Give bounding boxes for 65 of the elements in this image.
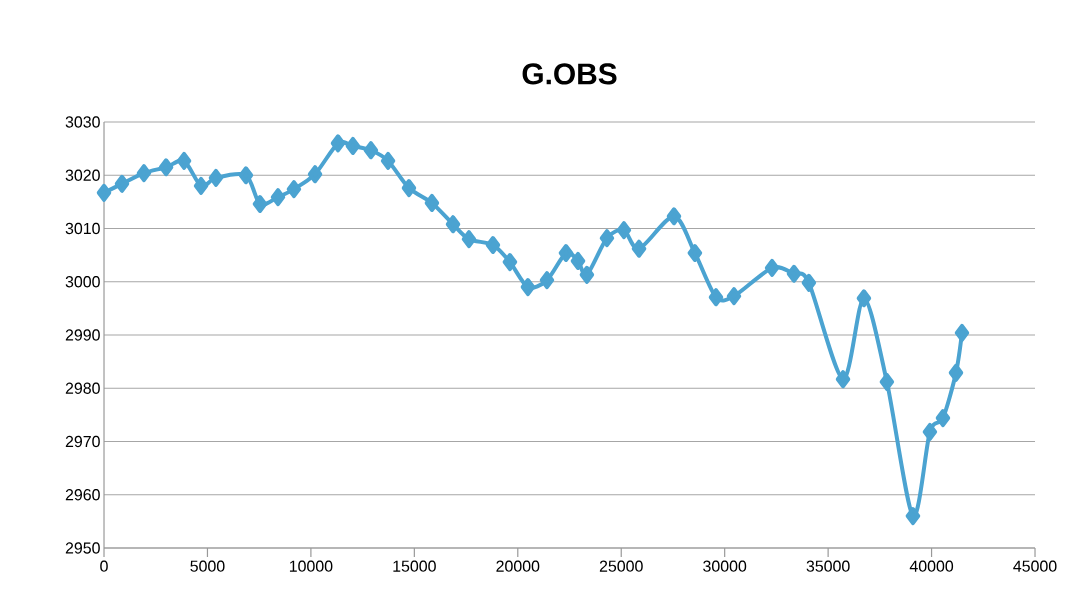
point	[424, 193, 440, 212]
point	[579, 265, 595, 284]
point	[935, 409, 951, 428]
point	[461, 230, 477, 249]
y-tick-label: 2960	[65, 489, 100, 501]
point	[270, 188, 286, 207]
chart-title: G.OBS	[522, 63, 617, 85]
point	[401, 179, 417, 198]
point	[193, 176, 209, 195]
point	[485, 236, 501, 254]
x-tick-label: 10000	[289, 560, 333, 572]
point	[948, 363, 964, 382]
y-tick-label: 3020	[65, 169, 100, 181]
x-tick-label: 0	[100, 560, 108, 572]
point	[570, 251, 586, 270]
point	[666, 207, 682, 226]
point	[879, 372, 895, 391]
x-tick-label: 30000	[703, 560, 747, 572]
x-tick-label: 45000	[1013, 560, 1057, 572]
point	[726, 287, 742, 306]
point	[764, 258, 780, 277]
point	[905, 507, 921, 526]
y-tick-label: 3000	[65, 276, 100, 288]
point	[208, 168, 224, 187]
point	[786, 264, 802, 283]
point	[856, 289, 872, 308]
y-tick-label: 2970	[65, 435, 100, 448]
point	[801, 273, 817, 292]
x-tick-label: 5000	[190, 560, 225, 572]
x-tick-label: 35000	[806, 560, 850, 572]
point	[954, 323, 970, 342]
point	[687, 243, 703, 262]
point	[176, 151, 192, 170]
point	[445, 215, 461, 234]
point	[330, 134, 346, 153]
point	[307, 165, 323, 184]
x-tick-label: 40000	[909, 560, 954, 572]
x-tick-label: 25000	[599, 560, 643, 572]
point	[599, 229, 615, 248]
point	[520, 278, 536, 297]
point	[286, 180, 302, 199]
point	[114, 174, 130, 193]
point	[616, 221, 632, 240]
y-tick-label: 3030	[65, 116, 100, 128]
point	[158, 158, 174, 177]
point	[345, 136, 361, 155]
point	[502, 253, 518, 272]
x-tick-label: 15000	[393, 560, 436, 572]
point	[238, 166, 254, 185]
point	[922, 422, 938, 441]
point	[363, 141, 379, 160]
x-tick-label: 20000	[496, 560, 540, 572]
y-tick-label: 2990	[65, 329, 100, 341]
point	[558, 243, 574, 262]
y-tick-label: 2980	[65, 382, 100, 394]
point	[136, 164, 152, 183]
point	[539, 271, 555, 290]
point	[252, 195, 268, 213]
y-tick-label: 3010	[65, 222, 100, 235]
point	[96, 183, 112, 202]
point	[380, 151, 396, 170]
point	[708, 288, 724, 307]
point	[631, 239, 647, 258]
y-tick-label: 2950	[65, 542, 100, 554]
point	[835, 370, 851, 389]
